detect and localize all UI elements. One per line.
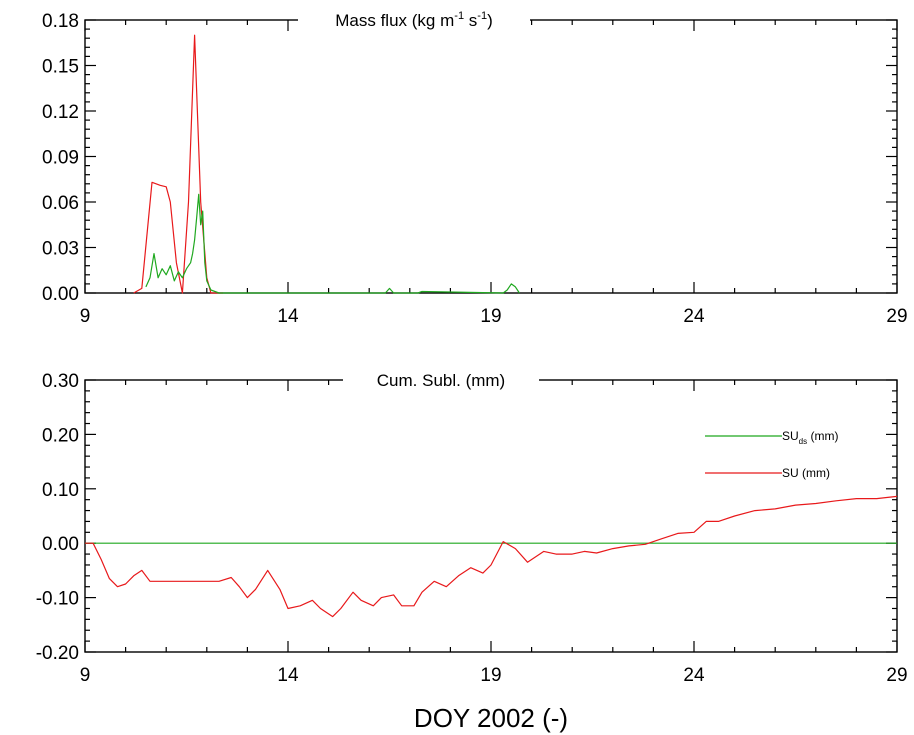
cum-subl-ytick-label: 0.30: [42, 371, 79, 392]
mass-flux-panel: 9 14 19 24 29 0.00 0.03 0.06 0.09 0.12 0.15 0.18 Ma…: [42, 8, 908, 327]
mass-flux-ytick-label: 0.03: [42, 239, 79, 260]
cum-subl-panel: 9 14 19 24 29 -0.20 -0.10 0.00 0.10 0.20 0.30 Cum.…: [36, 368, 908, 733]
legend-label-su: SU (mm): [782, 466, 830, 480]
mass-flux-ytick-label: 0.18: [42, 11, 79, 32]
mass-flux-series: [133, 34, 520, 294]
x-axis-label: DOY 2002 (-): [414, 703, 568, 733]
mass-flux-ytick-label: 0.06: [42, 193, 79, 214]
cum-subl-ytick-label: 0.10: [42, 480, 79, 501]
mass-flux-green-series-line: [145, 193, 520, 294]
mass-flux-plot-frame: [84, 19, 898, 294]
mass-flux-red-series-line: [133, 34, 223, 294]
mass-flux-xtick-label: 29: [886, 306, 907, 327]
legend: SUds (mm) SU (mm): [705, 429, 838, 480]
mass-flux-title: Mass flux (kg m-1 s-1): [335, 10, 493, 30]
mass-flux-ytick-label: 0.09: [42, 148, 79, 169]
cum-subl-xtick-label: 14: [277, 665, 299, 686]
cum-subl-series: [85, 495, 898, 618]
cum-subl-xtick-label: 19: [480, 665, 501, 686]
mass-flux-xtick-label: 14: [277, 306, 299, 327]
mass-flux-ytick-label: 0.00: [42, 284, 79, 305]
cum-subl-xtick-label: 29: [886, 665, 907, 686]
mass-flux-ytick-label: 0.12: [42, 102, 79, 123]
mass-flux-ytick-label: 0.15: [42, 57, 79, 78]
cum-subl-title: Cum. Subl. (mm): [377, 371, 505, 390]
cum-subl-xtick-label: 24: [683, 665, 705, 686]
mass-flux-title-bg: [298, 8, 530, 32]
cum-subl-ticks: 9 14 19 24 29 -0.20 -0.10 0.00 0.10 0.20 0.30: [36, 371, 908, 686]
cum-subl-ytick-label: -0.20: [36, 643, 79, 664]
mass-flux-xtick-label: 9: [80, 306, 91, 327]
cum-subl-xtick-label: 9: [80, 665, 91, 686]
legend-label-suds: SUds (mm): [782, 429, 838, 446]
mass-flux-xtick-label: 19: [480, 306, 501, 327]
mass-flux-xtick-label: 24: [683, 306, 705, 327]
cum-subl-title-bg: [343, 368, 539, 392]
cum-subl-ytick-label: -0.10: [36, 589, 79, 610]
cum-subl-ytick-label: 0.20: [42, 425, 79, 446]
mass-flux-ticks: 9 14 19 24 29 0.00 0.03 0.06 0.09 0.12 0.15 0.18: [42, 11, 908, 327]
cum-subl-ytick-label: 0.00: [42, 534, 79, 555]
cum-subl-plot-frame: [84, 379, 898, 653]
cum-subl-su-series-line: [85, 495, 898, 618]
